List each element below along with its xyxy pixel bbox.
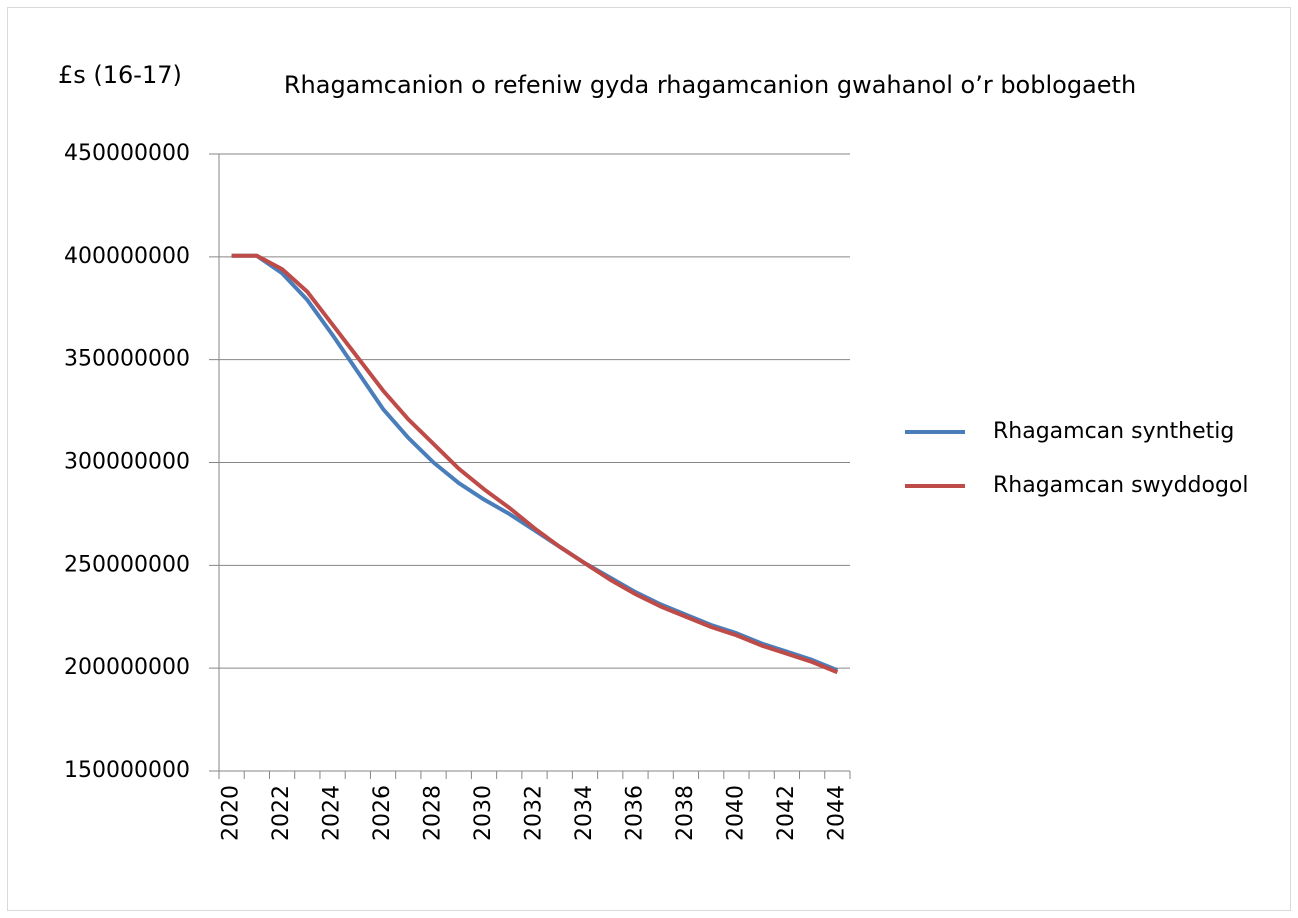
x-tick-label: 2022 [269, 785, 294, 841]
x-tick-label: 2042 [774, 785, 799, 841]
chart-frame [7, 7, 1291, 911]
legend-label: Rhagamcan swyddogol [993, 473, 1249, 498]
x-tick-label: 2024 [320, 785, 345, 841]
x-tick-label: 2030 [471, 785, 496, 841]
x-tick-label: 2032 [522, 785, 547, 841]
series-line [231, 253, 839, 675]
y-tick-label: 400000000 [64, 244, 190, 269]
y-tick-label: 150000000 [64, 758, 190, 783]
x-tick-label: 2044 [824, 785, 849, 841]
x-tick-label: 2036 [622, 785, 647, 841]
x-tick-label: 2026 [370, 785, 395, 841]
x-tick-label: 2020 [219, 785, 244, 841]
y-axis-label: £s (16-17) [58, 61, 182, 89]
y-tick-label: 450000000 [64, 141, 190, 166]
x-tick-label: 2034 [572, 785, 597, 841]
legend-label: Rhagamcan synthetig [993, 419, 1234, 444]
y-tick-label: 300000000 [64, 450, 190, 475]
x-tick-label: 2040 [723, 785, 748, 841]
chart-title: Rhagamcanion o refeniw gyda rhagamcanion… [284, 71, 1136, 99]
y-tick-label: 200000000 [64, 655, 190, 680]
x-tick-label: 2028 [421, 785, 446, 841]
y-tick-label: 350000000 [64, 347, 190, 372]
x-tick-label: 2038 [673, 785, 698, 841]
y-tick-label: 250000000 [64, 552, 190, 577]
